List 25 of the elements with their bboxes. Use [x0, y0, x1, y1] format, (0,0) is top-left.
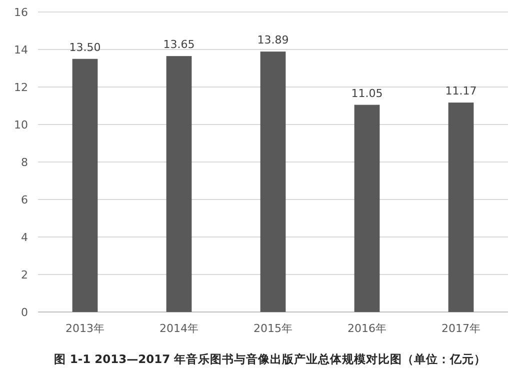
- x-tick-label: 2013年: [66, 322, 104, 335]
- data-label: 11.17: [445, 84, 477, 98]
- text: 图 1-1 2013—2017 年音乐图书与音像出版产业总体规模对比图（单位：亿元）: [54, 352, 486, 366]
- y-tick-label: 8: [21, 156, 28, 169]
- bar: [354, 104, 380, 312]
- x-tick-label: 2016年: [348, 322, 386, 335]
- x-tick-label: 2015年: [254, 322, 292, 335]
- y-tick-label: 2: [21, 268, 28, 282]
- y-tick-label: 0: [21, 306, 28, 319]
- bar: [72, 58, 98, 312]
- x-tick-label: 2017年: [442, 322, 480, 335]
- y-tick-label: 4: [21, 231, 28, 244]
- bar: [260, 52, 286, 312]
- bar: [448, 102, 474, 312]
- data-label: 13.89: [257, 34, 289, 47]
- y-tick-label: 14: [14, 44, 28, 56]
- data-label: 13.65: [163, 38, 195, 52]
- y-tick-label: 16: [14, 6, 28, 19]
- y-tick-label: 10: [14, 118, 28, 132]
- bar: [166, 56, 192, 312]
- x-tick-label: 2014年: [160, 322, 198, 335]
- y-tick-label: 12: [14, 81, 28, 94]
- data-label: 11.05: [351, 86, 383, 100]
- y-tick-label: 6: [21, 194, 28, 206]
- data-label: 13.50: [69, 40, 101, 54]
